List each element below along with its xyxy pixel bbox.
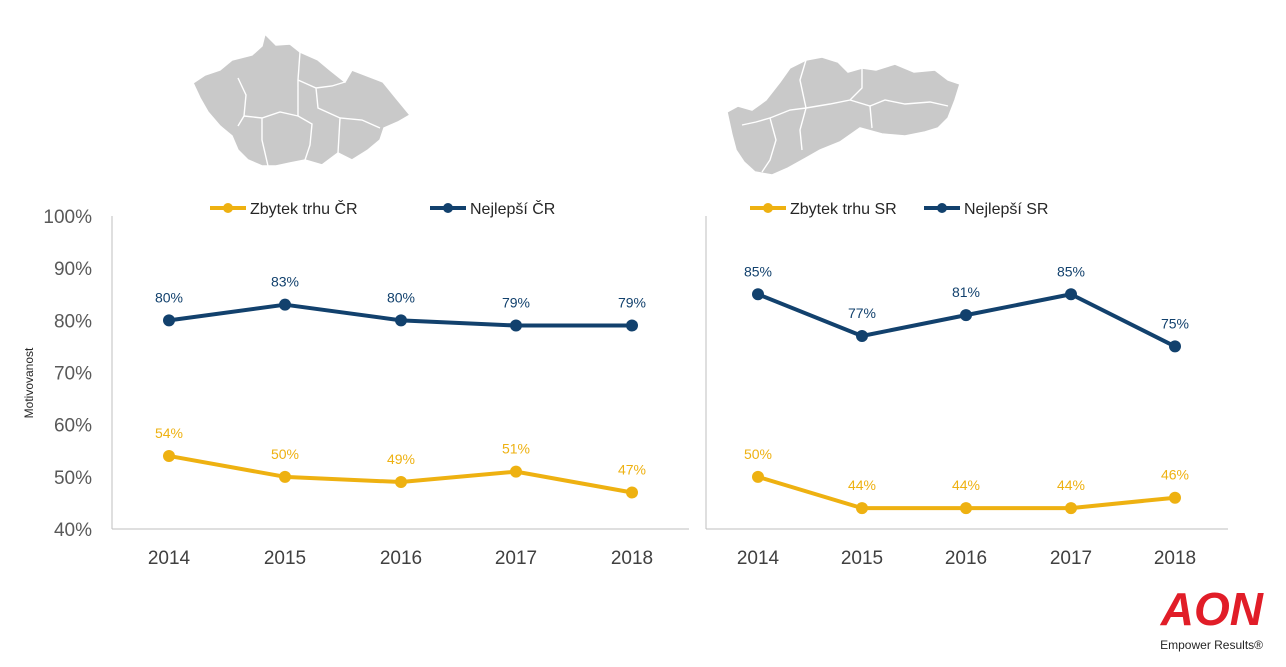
chart-czech: 2014 2015 2016 2017 2018 54% 50% 49% 51% 47% Zbyte… <box>111 199 689 569</box>
legend-label: Nejlepší SR <box>964 201 1048 218</box>
x-tick-label: 2018 <box>1154 548 1196 569</box>
x-tick-label: 2015 <box>841 548 883 569</box>
legend-label: Zbytek trhu SR <box>790 201 897 218</box>
data-point <box>510 465 522 478</box>
y-tick-label: 60% <box>54 416 92 437</box>
y-tick-label: 50% <box>54 468 92 489</box>
logo-tagline: Empower Results® <box>1160 638 1263 652</box>
data-point <box>960 309 972 322</box>
data-label: 46% <box>1161 467 1189 483</box>
legend-swatch-dot <box>763 203 773 213</box>
aon-logo-text: AON <box>1160 583 1264 635</box>
y-tick-label: 70% <box>54 364 92 385</box>
data-label: 79% <box>502 295 530 311</box>
data-point <box>1169 491 1181 504</box>
y-tick-label: 80% <box>54 311 92 332</box>
y-axis-ticks: 100% 90% 80% 70% 60% 50% 40% <box>43 207 92 541</box>
data-label: 51% <box>502 441 530 457</box>
data-point <box>960 502 972 515</box>
data-label: 79% <box>618 295 646 311</box>
legend-swatch-dot <box>443 203 453 213</box>
x-tick-label: 2015 <box>264 548 306 569</box>
x-tick-label: 2014 <box>737 548 780 569</box>
data-point <box>163 449 175 462</box>
data-label: 85% <box>1057 263 1085 279</box>
legend-swatch-dot <box>937 203 947 213</box>
data-point <box>1065 288 1077 301</box>
data-point <box>856 502 868 515</box>
x-tick-label: 2017 <box>1050 548 1092 569</box>
data-label: 81% <box>952 284 980 300</box>
data-point <box>279 298 291 311</box>
data-label: 47% <box>618 461 646 477</box>
data-point <box>752 288 764 301</box>
czech-map-icon <box>192 32 412 167</box>
data-label: 44% <box>848 477 876 493</box>
data-label: 85% <box>744 263 772 279</box>
data-label: 80% <box>155 289 183 305</box>
data-point <box>395 476 407 489</box>
data-label: 77% <box>848 305 876 321</box>
data-point <box>163 314 175 327</box>
data-label: 44% <box>952 477 980 493</box>
data-point <box>1169 340 1181 353</box>
legend-swatch-dot <box>223 203 233 213</box>
x-tick-label: 2017 <box>495 548 537 569</box>
data-point <box>856 329 868 342</box>
data-point <box>279 470 291 483</box>
data-label: 49% <box>387 451 415 467</box>
aon-logo: AON Empower Results® <box>1160 583 1264 652</box>
data-label: 44% <box>1057 477 1085 493</box>
data-label: 75% <box>1161 315 1189 331</box>
data-label: 50% <box>271 446 299 462</box>
y-axis-title: Motivovanost <box>22 347 36 418</box>
chart-slovakia: 2014 2015 2016 2017 2018 50% 44% 44% 44% 46% Zbyte… <box>705 201 1228 569</box>
data-label: 54% <box>155 425 183 441</box>
data-point <box>510 319 522 332</box>
data-point <box>395 314 407 327</box>
data-point <box>752 470 764 483</box>
legend-label: Nejlepší ČR <box>470 199 555 218</box>
y-tick-label: 90% <box>54 259 92 280</box>
slovakia-map-icon <box>726 56 961 176</box>
x-tick-label: 2014 <box>148 548 191 569</box>
data-label: 80% <box>387 289 415 305</box>
data-point <box>1065 502 1077 515</box>
data-label: 50% <box>744 446 772 462</box>
y-tick-label: 100% <box>43 207 92 228</box>
x-tick-label: 2016 <box>945 548 987 569</box>
y-tick-label: 40% <box>54 520 92 541</box>
data-label: 83% <box>271 274 299 290</box>
legend-label: Zbytek trhu ČR <box>250 199 358 218</box>
data-point <box>626 486 638 499</box>
data-point <box>626 319 638 332</box>
x-tick-label: 2018 <box>611 548 653 569</box>
x-tick-label: 2016 <box>380 548 422 569</box>
